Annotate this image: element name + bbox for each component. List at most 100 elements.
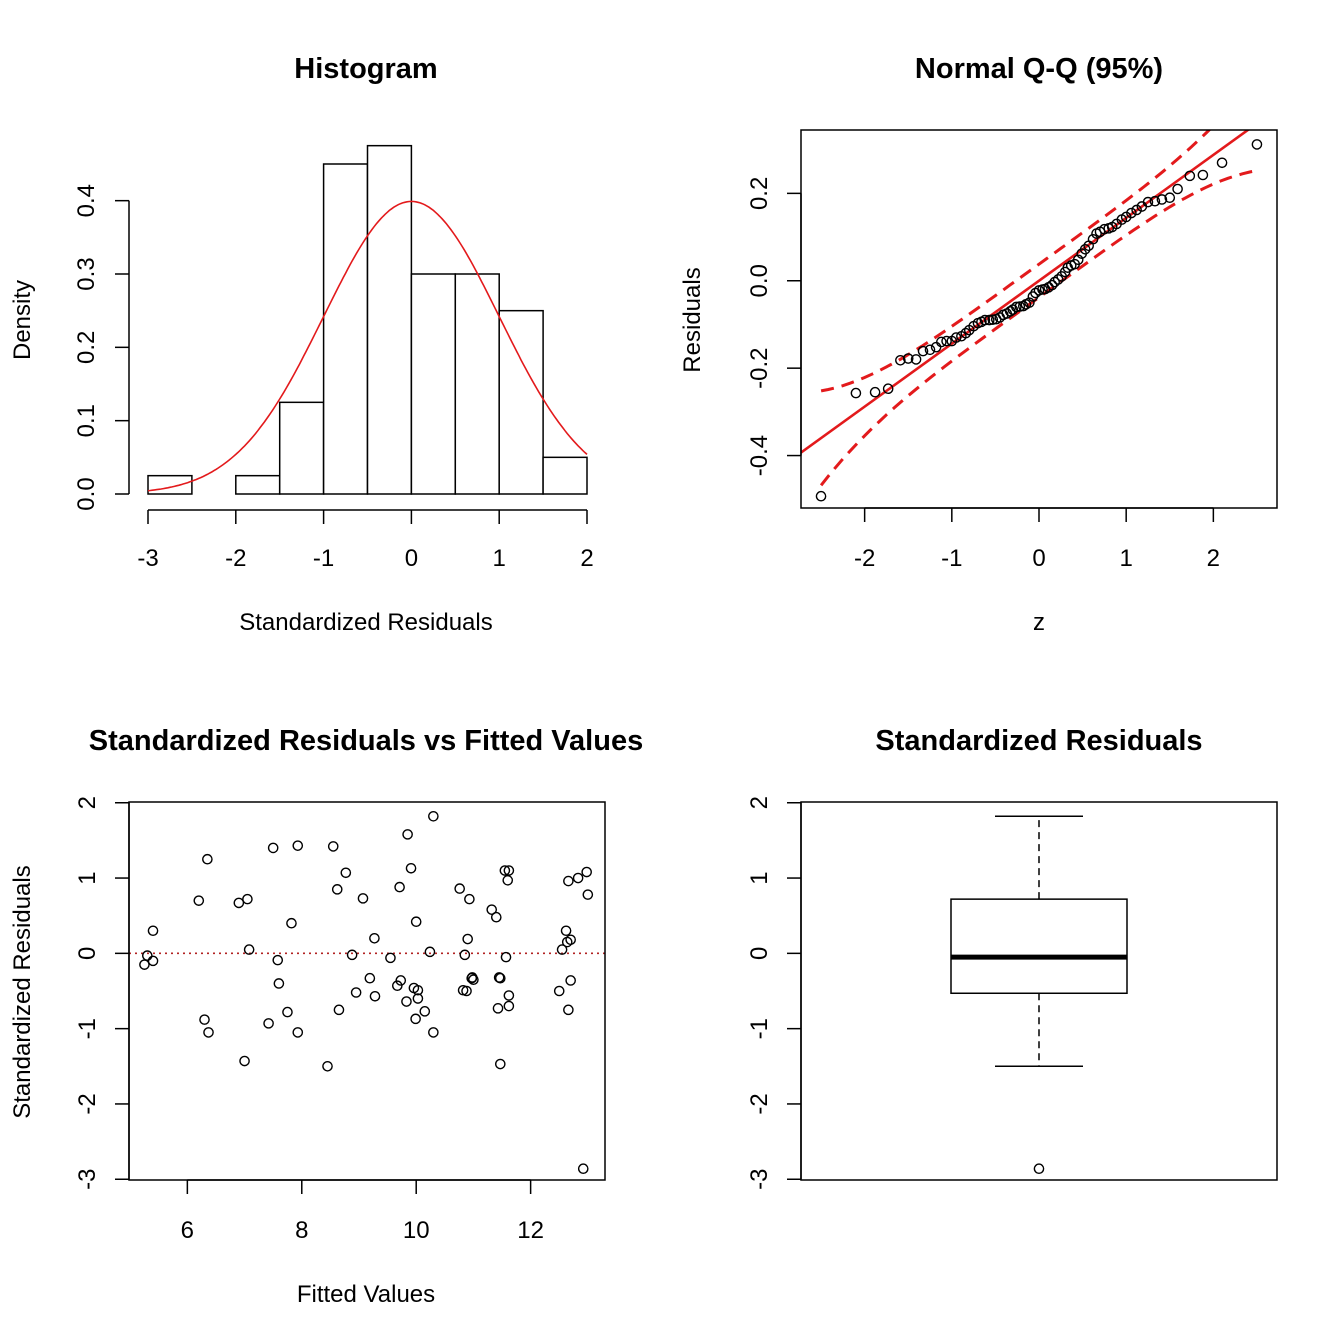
residual-point — [405, 862, 417, 874]
residual-point — [142, 950, 153, 961]
residual-point — [401, 996, 412, 1007]
qq-x-tick-label: 0 — [1032, 545, 1045, 572]
histogram-x-tick-label: 1 — [493, 545, 506, 572]
qq-point — [984, 314, 995, 326]
residual-point — [282, 1006, 293, 1018]
residual-point — [419, 1006, 431, 1017]
histogram-x-tick-label: -1 — [313, 545, 334, 572]
histogram-bar-8 — [498, 309, 544, 495]
qq-point — [1049, 276, 1060, 288]
residual-point — [350, 987, 362, 998]
residual-points — [139, 811, 594, 1175]
histogram-y-tick-label: 0.4 — [73, 184, 100, 217]
residuals-vs-fitted-x-tick-label: 10 — [403, 1217, 430, 1244]
qq-y-axis: -0.4 -0.2 0.0 0.2 — [746, 177, 802, 476]
residuals-vs-fitted-y-axis: -3 -2 -1 0 1 2 — [74, 796, 130, 1190]
boxplot-y-tick-label: -3 — [746, 1169, 773, 1190]
histogram-bars — [147, 144, 588, 495]
residual-point — [459, 949, 471, 961]
qq-x-tick-label: 1 — [1119, 545, 1132, 572]
residuals-vs-fitted-y-tick-label: -2 — [74, 1093, 101, 1114]
histogram-y-tick-label: 0.2 — [73, 331, 100, 364]
qq-point — [882, 383, 894, 395]
residual-point — [402, 829, 413, 840]
residual-point — [199, 1014, 210, 1025]
residual-point — [410, 1013, 421, 1025]
residual-point — [322, 1060, 333, 1072]
qq-point — [1024, 297, 1035, 308]
boxplot-y-tick-label: 2 — [746, 796, 773, 809]
residual-point — [412, 993, 424, 1004]
residual-point — [357, 893, 369, 904]
residual-point — [243, 944, 255, 955]
qq-y-tick-label: -0.2 — [746, 347, 773, 388]
qq-point — [1126, 207, 1137, 219]
qq-point — [1007, 304, 1019, 315]
residual-point — [193, 895, 205, 906]
histogram-bar-6 — [410, 273, 457, 495]
residual-point — [563, 1004, 574, 1016]
boxplot-y-tick-label: 0 — [746, 947, 773, 960]
residual-point — [410, 916, 422, 928]
qq-y-label: Residuals — [679, 267, 706, 372]
residual-point — [392, 980, 403, 992]
qq-point — [924, 344, 936, 356]
residual-point — [147, 925, 159, 937]
qq-points — [815, 139, 1263, 502]
residuals-vs-fitted-y-label: Standardized Residuals — [9, 865, 36, 1119]
residual-point — [492, 1003, 504, 1014]
boxplot-y-axis: -3 -2 -1 0 1 2 — [746, 796, 802, 1190]
qq-point — [987, 314, 999, 325]
residual-point — [581, 866, 592, 878]
histogram-title: Histogram — [294, 53, 437, 85]
histogram-y-axis: 0.0 0.1 0.2 0.3 0.4 — [73, 184, 130, 511]
residual-point — [364, 972, 376, 984]
qq-upper-confidence-band — [820, 130, 1212, 393]
qq-x-axis: -2 -1 0 1 2 — [854, 507, 1220, 572]
qq-point — [1197, 169, 1209, 181]
qq-lower-confidence-band — [819, 169, 1258, 487]
histogram-y-tick-label: 0.1 — [73, 404, 100, 437]
residual-point — [490, 911, 502, 923]
qq-point — [1087, 233, 1099, 245]
qq-point — [1011, 301, 1022, 313]
histogram-bar-4 — [322, 163, 369, 495]
residuals-vs-fitted-panel: Standardized Residuals vs Fitted Values … — [9, 725, 643, 1308]
residual-point — [563, 875, 574, 887]
qq-title: Normal Q-Q (95%) — [915, 53, 1163, 85]
residuals-vs-fitted-frame — [128, 801, 606, 1181]
histogram-x-tick-label: 0 — [405, 545, 418, 572]
histogram-bar-0 — [147, 474, 193, 495]
residual-point — [502, 875, 514, 886]
residual-point — [272, 954, 284, 966]
qq-point — [869, 386, 881, 398]
residuals-vs-fitted-x-label: Fitted Values — [297, 1281, 435, 1308]
residual-point — [369, 990, 381, 1002]
qq-point — [902, 353, 914, 364]
qq-point — [960, 327, 972, 339]
qq-point — [1251, 139, 1263, 150]
qq-x-label: z — [1033, 609, 1045, 636]
qq-x-tick-label: 2 — [1207, 545, 1220, 572]
qq-point — [1142, 196, 1154, 208]
qq-point — [936, 336, 947, 348]
residuals-vs-fitted-x-tick-label: 12 — [517, 1217, 544, 1244]
residual-point — [394, 881, 405, 893]
residual-point — [468, 974, 479, 986]
histogram-x-tick-label: -2 — [225, 545, 246, 572]
qq-point — [1216, 157, 1228, 169]
residual-point — [582, 889, 594, 900]
residual-point — [577, 1163, 589, 1175]
residual-point — [572, 872, 584, 884]
qq-point — [1018, 300, 1029, 312]
residual-point — [147, 955, 159, 967]
residual-point — [412, 984, 424, 996]
residual-point — [202, 853, 213, 865]
residual-point — [500, 951, 512, 963]
residual-point — [273, 978, 285, 989]
residual-point — [461, 985, 472, 997]
residual-point — [495, 1058, 506, 1070]
residual-point — [267, 842, 279, 854]
residual-point — [239, 1055, 250, 1067]
qq-point — [1164, 192, 1176, 204]
